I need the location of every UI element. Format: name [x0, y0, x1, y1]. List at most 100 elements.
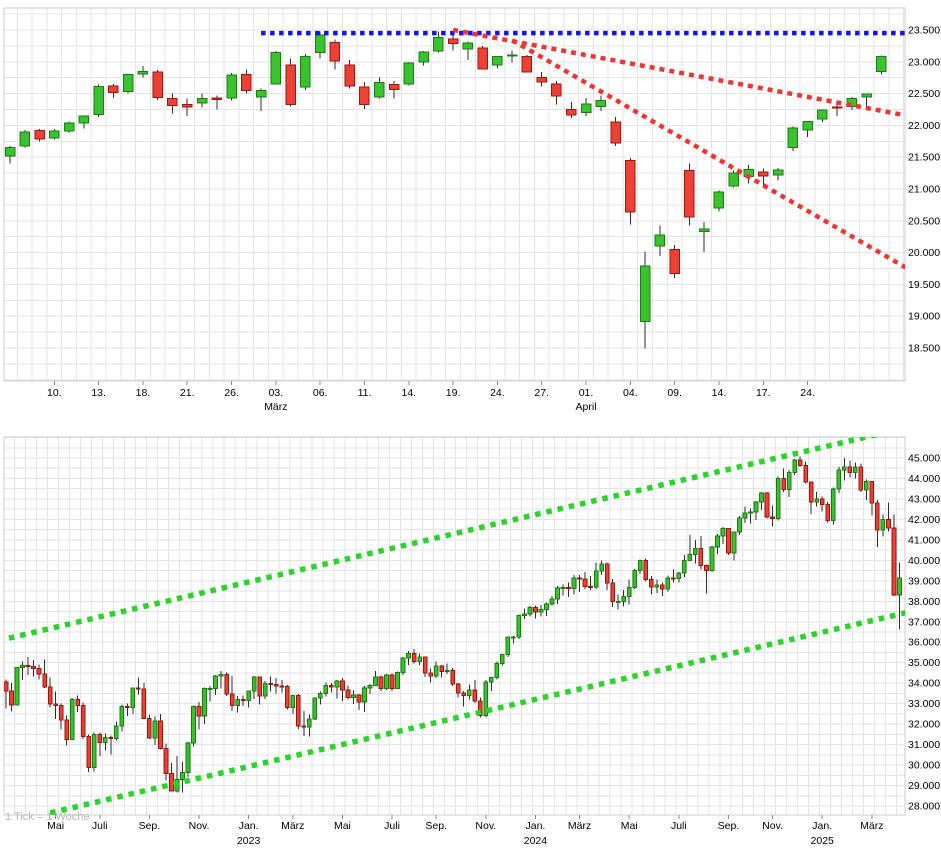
candle-down	[273, 684, 279, 687]
y-axis-tick-label: 36.000	[908, 637, 940, 649]
candle-up	[787, 127, 799, 149]
candle-down	[378, 676, 384, 690]
candle-up	[367, 685, 373, 689]
candle-up	[841, 466, 847, 471]
candle-up	[580, 103, 592, 114]
candle-up	[571, 577, 577, 589]
x-axis-tick-label: 27.	[534, 387, 549, 399]
candle-down	[163, 747, 169, 774]
candle-up	[593, 570, 599, 588]
x-axis-labels: Mai Juli Sep. Nov. Jan. 2023 März Mai Juli Sep. No…	[47, 815, 884, 847]
candle-up	[122, 74, 134, 93]
candle-down	[643, 559, 649, 580]
candle-down	[669, 248, 680, 275]
candle-up	[897, 577, 902, 596]
candle-up	[306, 718, 312, 728]
candle-down	[726, 527, 731, 554]
candle-down	[764, 492, 770, 518]
candle-down	[108, 737, 114, 740]
candle-up	[395, 672, 400, 689]
candle-down	[388, 84, 400, 90]
candle-up	[876, 56, 887, 72]
x-axis-labels: 10. 13. 18. 21. 26. 03. März 06. 11. 14. 19. 24. 27.…	[47, 381, 815, 413]
candle-down	[345, 689, 351, 699]
x-axis-tick-label: Mai	[334, 820, 351, 832]
x-axis-tick-label: Sep.	[425, 820, 447, 832]
candle-up	[560, 587, 566, 590]
candle-up	[544, 603, 549, 611]
x-axis-tick-label: 19.	[446, 387, 461, 399]
candle-up	[466, 689, 472, 696]
candle-up	[262, 683, 268, 697]
y-axis-tick-label: 20.500	[908, 215, 940, 227]
y-axis-tick-label: 34.000	[908, 678, 940, 690]
channel-line-upper	[4, 437, 878, 643]
candle-down	[36, 667, 42, 675]
candle-down	[477, 700, 483, 717]
candle-down	[301, 725, 307, 728]
candle-up	[595, 100, 607, 107]
x-axis-tick-label: März	[860, 820, 883, 832]
candle-up	[615, 600, 621, 603]
candle-down	[450, 669, 456, 685]
candle-up	[180, 771, 185, 780]
candle-down	[211, 97, 223, 100]
candle-up	[654, 584, 660, 588]
candle-up	[119, 706, 125, 727]
candle-down	[86, 736, 92, 768]
candle-up	[418, 51, 429, 63]
candle-down	[42, 673, 47, 688]
candle-down	[411, 652, 417, 662]
y-axis-tick-label: 22.000	[908, 120, 940, 132]
candle-down	[610, 582, 615, 603]
trendlines	[261, 27, 905, 270]
candle-down	[344, 64, 355, 87]
candle-up	[374, 81, 385, 98]
x-axis-tick-label: 17.	[756, 387, 771, 399]
x-axis-tick-label: 14.	[712, 387, 727, 399]
candle-down	[124, 706, 130, 709]
candle-up	[300, 56, 311, 88]
candle-down	[80, 705, 86, 738]
tick-interval-note: 1 Tick = 1 Woche	[5, 811, 90, 823]
candle-down	[9, 690, 14, 706]
candle-down	[472, 689, 478, 702]
candle-up	[417, 656, 422, 662]
candle-up	[483, 681, 489, 717]
candle-up	[549, 598, 555, 605]
candle-up	[69, 698, 75, 740]
x-axis-tick-label: 14.	[401, 387, 416, 399]
candle-up	[522, 613, 527, 616]
candle-up	[720, 527, 726, 537]
candle-down	[240, 699, 246, 702]
candle-up	[323, 684, 329, 695]
candle-up	[130, 687, 136, 709]
candle-up	[102, 737, 108, 744]
candle-down	[329, 42, 341, 62]
candle-down	[770, 516, 775, 519]
candle-up	[792, 459, 797, 473]
candle-down	[31, 665, 36, 669]
candle-up	[362, 687, 367, 703]
x-axis-tick-label: Jan.	[526, 820, 546, 832]
x-axis-tick-label: Nov.	[189, 820, 210, 832]
candle-up	[861, 93, 872, 98]
candle-up	[511, 636, 516, 639]
candle-up	[772, 169, 784, 176]
candle-up	[226, 74, 237, 99]
candle-down	[819, 498, 825, 505]
x-axis-tick-label: 01.	[579, 387, 594, 399]
candle-down	[582, 578, 588, 588]
x-axis-sub-label: 2024	[524, 835, 548, 847]
candle-down	[268, 683, 274, 686]
candle-up	[191, 706, 196, 744]
x-axis-tick-label: 11.	[358, 387, 372, 399]
candle-up	[852, 466, 858, 473]
y-axis-tick-label: 45.000	[908, 453, 940, 465]
candle-up	[676, 572, 682, 579]
candle-up	[639, 265, 651, 322]
y-axis-tick-label: 21.500	[908, 152, 940, 164]
y-axis-tick-label: 40.000	[908, 555, 940, 567]
y-axis-tick-label: 41.000	[908, 534, 940, 546]
candle-up	[19, 131, 31, 147]
